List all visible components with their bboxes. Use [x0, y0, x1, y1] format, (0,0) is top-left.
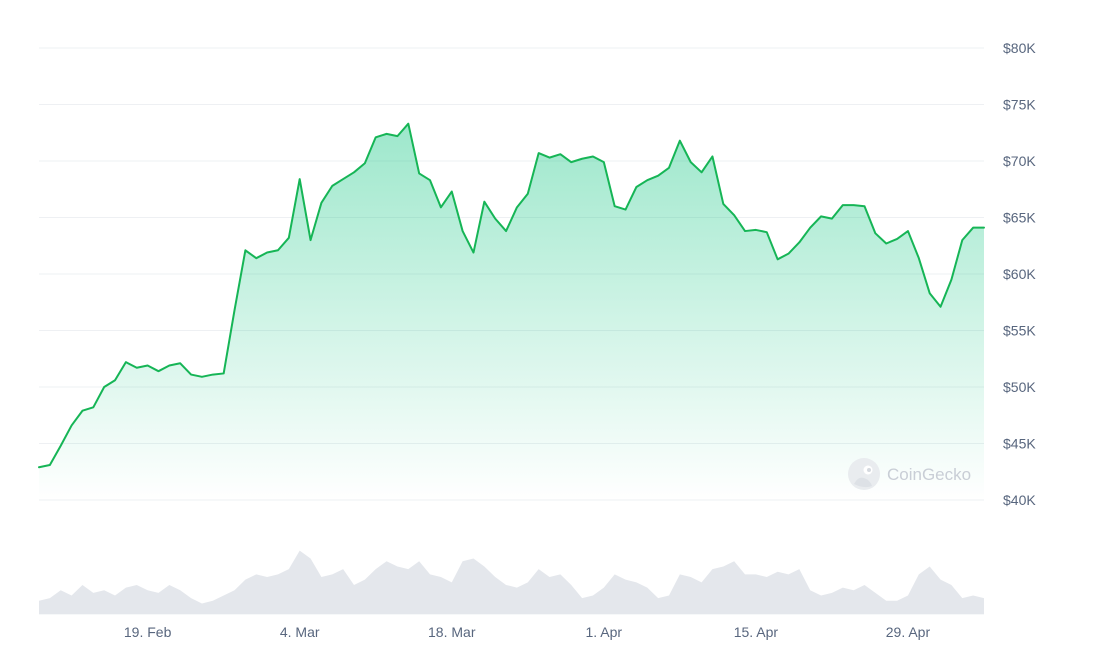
- price-line-path: [38, 122, 985, 469]
- x-tick-label: 29. Apr: [886, 624, 931, 640]
- x-tick-label: 4. Mar: [280, 624, 320, 640]
- y-tick-label: $50K: [1003, 379, 1036, 395]
- y-tick-label: $45K: [1003, 436, 1036, 452]
- price-line: [38, 122, 985, 469]
- y-tick-label: $70K: [1003, 153, 1036, 169]
- y-tick-label: $40K: [1003, 492, 1036, 508]
- y-tick-label: $75K: [1003, 97, 1036, 113]
- y-tick-label: $80K: [1003, 40, 1036, 56]
- x-axis: 19. Feb 4. Mar 18. Mar 1. Apr 15. Apr 29. Apr: [124, 624, 931, 640]
- x-tick-label: 1. Apr: [586, 624, 623, 640]
- watermark-text: CoinGecko: [887, 465, 971, 484]
- price-area: [39, 123, 984, 501]
- y-tick-label: $65K: [1003, 210, 1036, 226]
- x-tick-label: 15. Apr: [734, 624, 779, 640]
- x-tick-label: 19. Feb: [124, 624, 172, 640]
- x-tick-label: 18. Mar: [428, 624, 476, 640]
- volume-area: [39, 550, 984, 614]
- y-axis: $80K $75K $70K $65K $60K $55K $50K $45K $40K: [1003, 40, 1036, 508]
- gecko-logo-body-icon: [854, 477, 872, 488]
- y-tick-label: $60K: [1003, 266, 1036, 282]
- gecko-logo-pupil-icon: [867, 468, 871, 472]
- volume-bars: [39, 550, 984, 614]
- y-tick-label: $55K: [1003, 323, 1036, 339]
- price-area-fill: [39, 123, 984, 501]
- coingecko-watermark: CoinGecko: [848, 458, 971, 490]
